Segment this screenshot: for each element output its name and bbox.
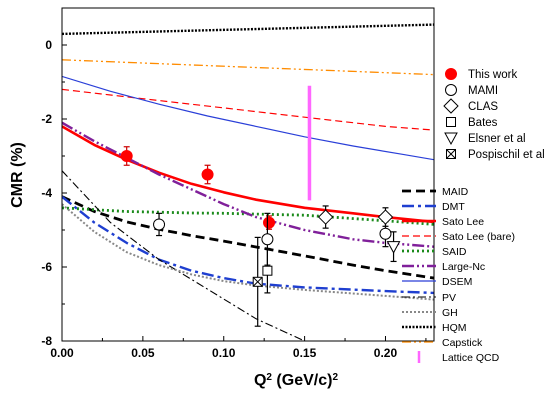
y-tick-label: -8 [41, 334, 52, 348]
y-tick-label: -4 [41, 186, 52, 200]
legend-label: CLAS [468, 101, 498, 113]
point-clas-1 [377, 207, 394, 227]
x-tick-label: 0.15 [293, 346, 317, 360]
legend-label: GH [442, 307, 458, 319]
legend-label: This work [468, 69, 517, 81]
x-axis-title-units: (GeV/c) [272, 372, 332, 389]
curve-sato-lee [62, 125, 434, 224]
legend-item-maid: MAID [402, 186, 469, 198]
y-tick-label: 0 [45, 38, 52, 52]
curve-pv [62, 170, 305, 341]
legend-item-hqm: HQM [402, 322, 467, 334]
legend-item-large-nc: Large-Nc [402, 261, 485, 273]
x-axis-title: Q2 (GeV/c)2 [254, 372, 338, 390]
legend-item-dmt: DMT [402, 201, 465, 213]
legend-item-gh: GH [402, 307, 458, 319]
legend-item-pv: PV [402, 292, 456, 304]
legend-item-lattice-qcd: Lattice QCD [417, 351, 500, 364]
legend-label: Pospischil et al [468, 149, 545, 161]
point-elsner-et-al-0 [386, 231, 401, 263]
legend-label: DMT [442, 201, 465, 213]
legend-item-clas: CLAS [443, 98, 498, 114]
point-bates-0 [262, 247, 273, 294]
legend: This work MAMI CLAS Bates Elsner et al Pospis… [402, 68, 545, 364]
x-tick-label: 0.20 [374, 346, 398, 360]
legend-label: DSEM [442, 276, 472, 288]
legend-label: MAID [442, 186, 469, 198]
y-tick-label: -2 [41, 112, 52, 126]
curve-hqm [62, 23, 434, 36]
data-points [120, 146, 401, 327]
y-tick-label: -6 [41, 260, 52, 274]
curve-sato-lee-bare [62, 88, 434, 131]
curve-gh [62, 203, 434, 301]
legend-label: Capstick [442, 337, 483, 349]
point-mami-0 [153, 212, 166, 237]
legend-item-pospischil-et-al: Pospischil et al [446, 149, 545, 161]
curve-dmt [62, 195, 434, 295]
legend-label: HQM [442, 322, 467, 334]
point-pospischil-et-al-0 [252, 236, 263, 327]
legend-label: Sato Lee (bare) [442, 231, 515, 243]
legend-item-capstick: Capstick [402, 337, 483, 349]
x-tick-label: 0.00 [50, 346, 74, 360]
legend-label: Large-Nc [442, 261, 485, 273]
point-mami-1 [261, 212, 274, 266]
legend-item-mami: MAMI [445, 84, 498, 97]
curve-dsem [62, 75, 434, 161]
point-this-work-1 [201, 164, 214, 185]
plot-frame [61, 7, 435, 342]
model-curves [62, 23, 434, 341]
legend-item-sato-lee-bare: Sato Lee (bare) [402, 231, 515, 243]
curve-said [62, 206, 434, 226]
legend-item-bates: Bates [446, 117, 498, 129]
legend-item-sato-lee: Sato Lee [402, 216, 484, 228]
curve-large-nc [62, 121, 434, 248]
legend-label: PV [442, 292, 456, 304]
y-axis-title: CMR (%) [9, 142, 26, 208]
x-axis-title-q: Q [254, 372, 266, 389]
legend-label: MAMI [468, 85, 498, 97]
point-clas-0 [317, 205, 334, 229]
curve-capstick [62, 59, 434, 76]
legend-label: Lattice QCD [442, 352, 500, 364]
x-axis-title-q-sup: 2 [266, 372, 272, 383]
legend-item-said: SAID [402, 246, 467, 258]
x-tick-label: 0.10 [212, 346, 236, 360]
legend-label: Bates [468, 117, 498, 129]
legend-item-dsem: DSEM [402, 276, 472, 288]
point-this-work-0 [120, 146, 133, 166]
legend-label: Sato Lee [442, 216, 484, 228]
point-this-work-2 [263, 215, 276, 230]
x-tick-label: 0.05 [131, 346, 155, 360]
axis-ticks: 0.00 0.05 0.10 0.15 0.20 0 -2 -4 -6 -8 [41, 38, 427, 360]
legend-label: Elsner et al [468, 133, 526, 145]
legend-label: SAID [442, 246, 467, 258]
curve-maid [62, 195, 434, 280]
x-axis-title-units-sup: 2 [332, 372, 338, 383]
legend-item-elsner-et-al: Elsner et al [444, 132, 526, 146]
legend-item-this-work: This work [445, 68, 517, 81]
